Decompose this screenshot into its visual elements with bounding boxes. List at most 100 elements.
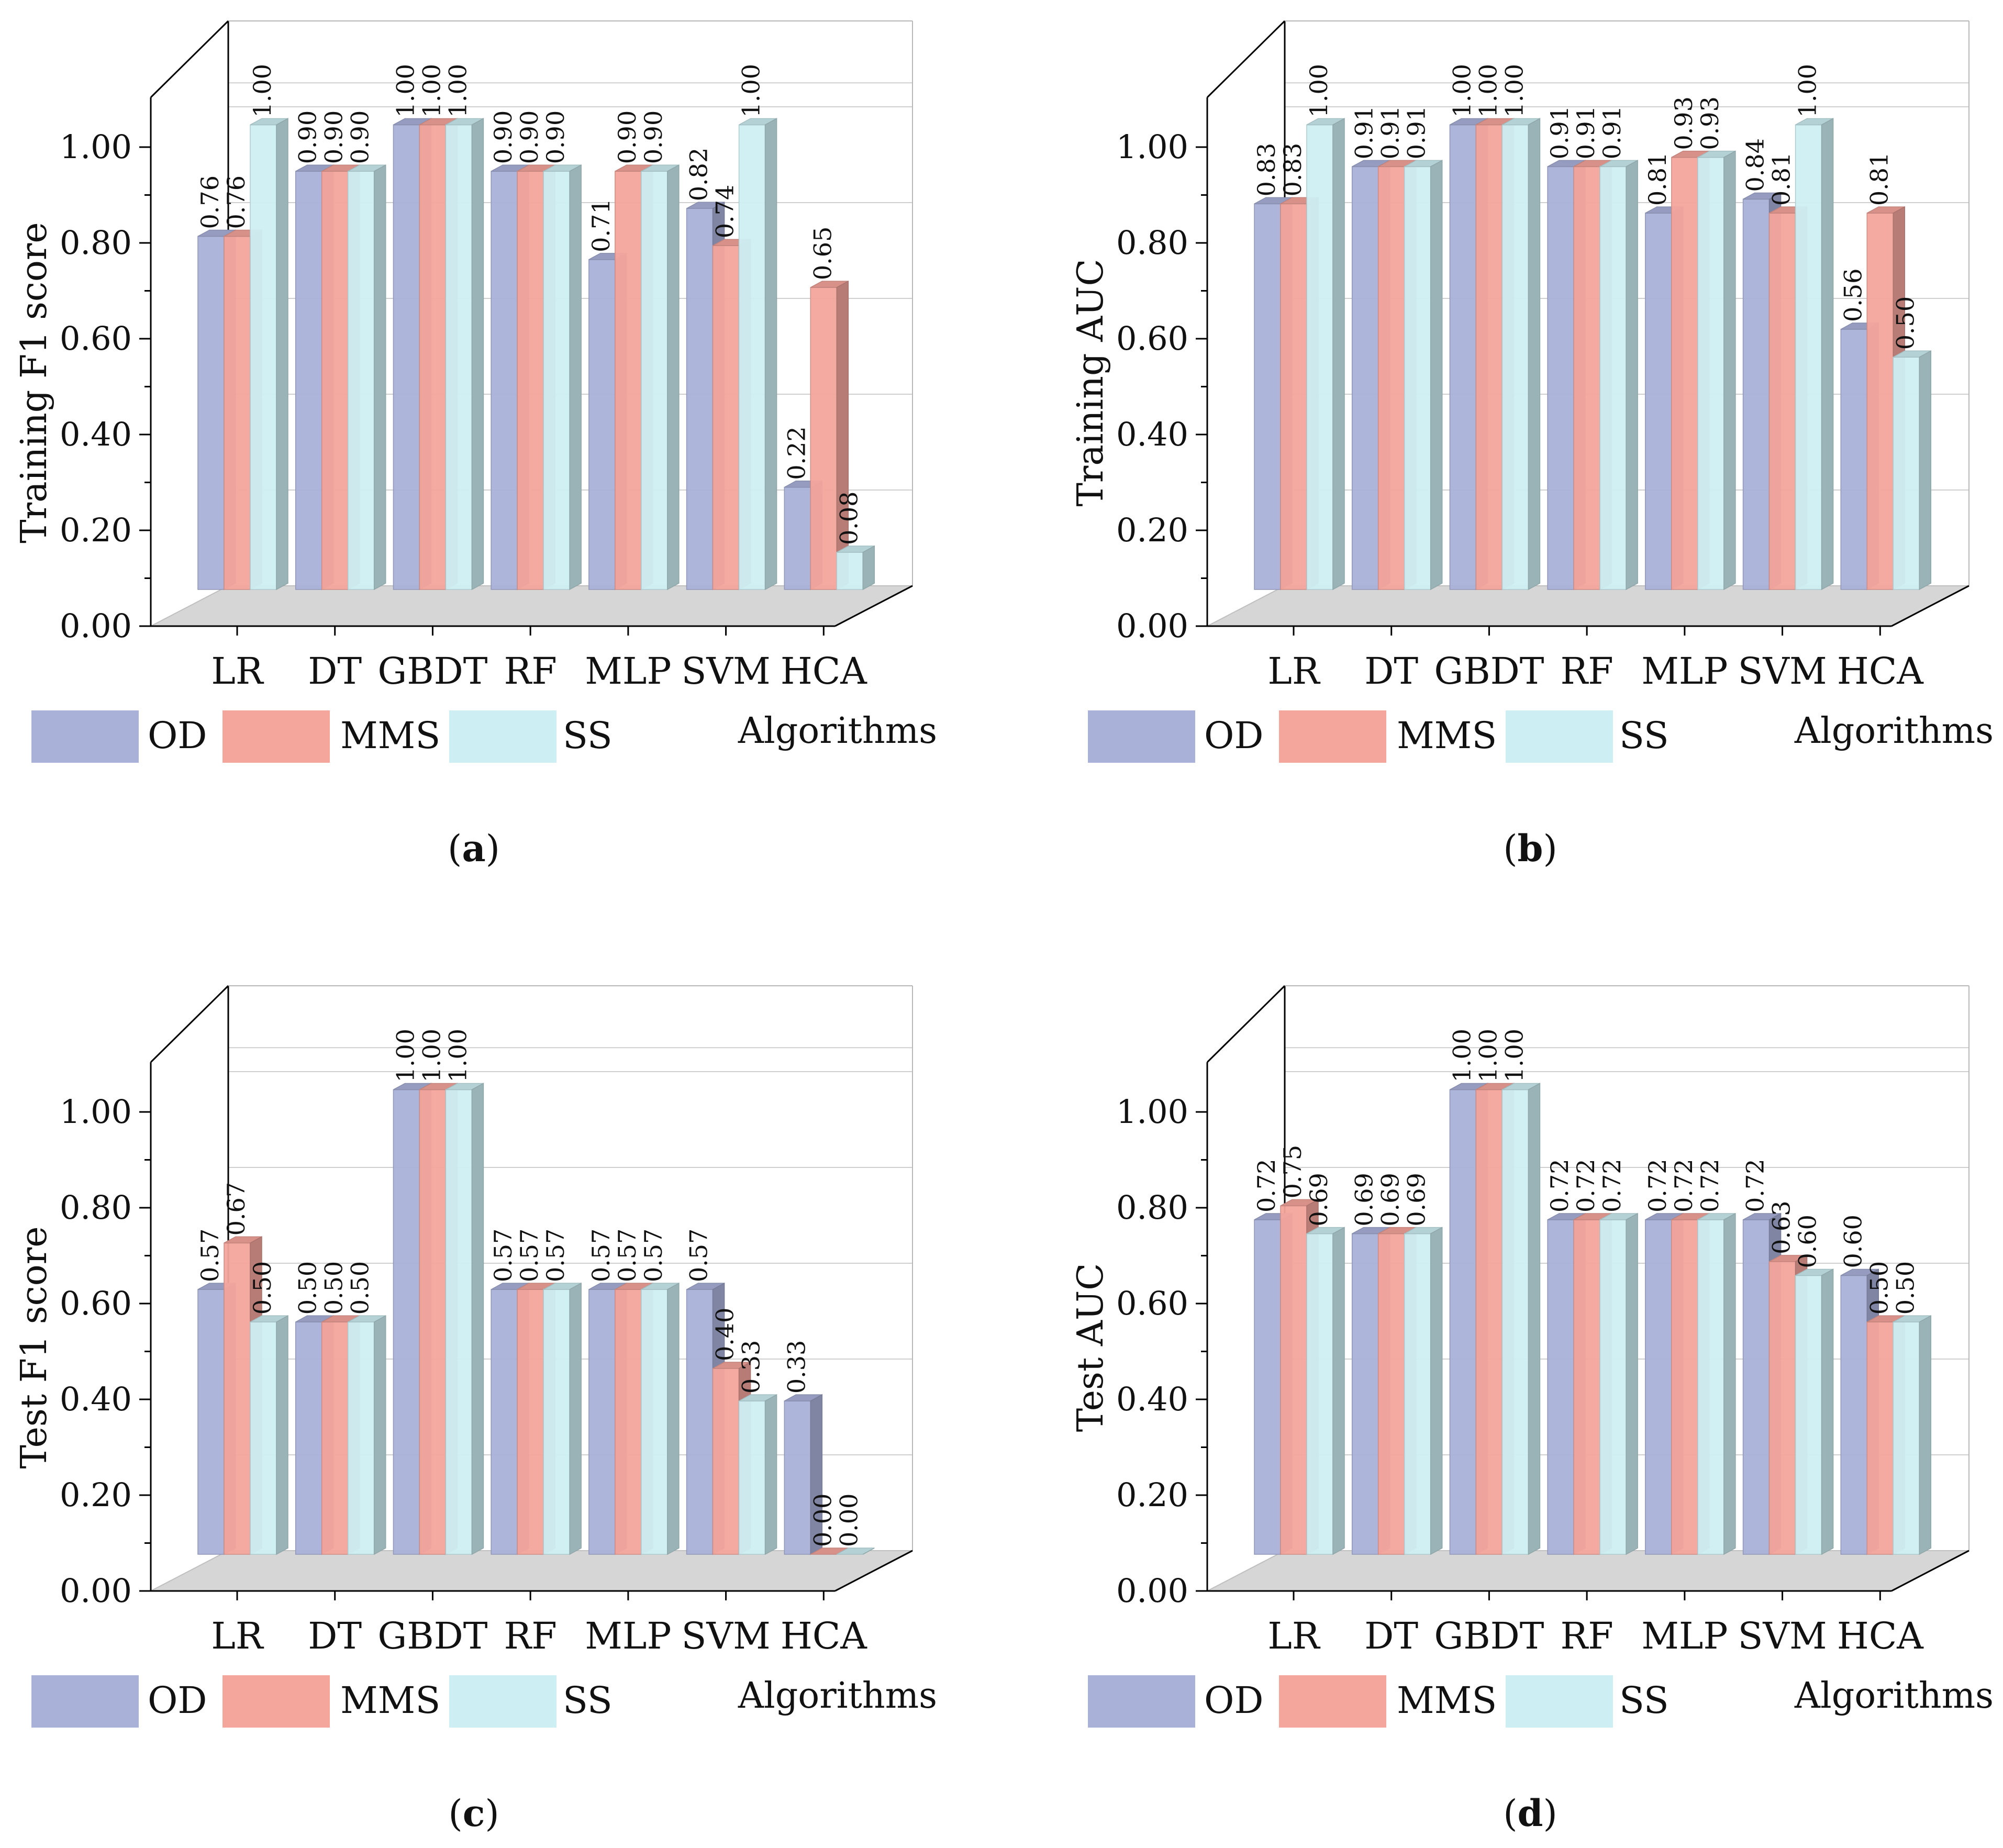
bar-value-label: 0.81 <box>1767 152 1796 206</box>
bar-front-face <box>1645 1219 1672 1555</box>
category-label: RF <box>1561 1615 1613 1657</box>
caption-letter: a <box>462 827 485 870</box>
bar-MMS-HCA <box>810 280 849 591</box>
bar-front-face <box>1866 1321 1894 1555</box>
bar-value-label: 1.00 <box>1500 64 1528 117</box>
category-label: GBDT <box>377 650 487 693</box>
legend: OD MMS SS Algorithms <box>1088 1675 1994 1728</box>
legend-label-MMS: MMS <box>1397 1679 1497 1722</box>
side-wall-top-edge <box>1206 985 1286 1063</box>
y-tick-label: 0.20 <box>1116 1476 1188 1514</box>
bar-front-face <box>810 287 838 590</box>
bar-front-face <box>1795 1275 1822 1555</box>
bar-SS-MLP <box>1697 1212 1736 1555</box>
caption-letter: c <box>463 1791 485 1835</box>
bar-front-face <box>1599 1219 1627 1555</box>
bar-front-face <box>1866 213 1894 590</box>
floor-right-edge <box>1891 585 1969 627</box>
y-tick-label: 1.00 <box>1116 1093 1188 1131</box>
bar-front-face <box>686 208 714 590</box>
bar-front-face <box>1475 1089 1503 1555</box>
bar-side-face <box>569 164 582 591</box>
chart-floor <box>150 585 913 627</box>
y-tick-label: 0.40 <box>1116 415 1188 453</box>
y-tick-label: 0.20 <box>1116 511 1188 549</box>
bar-front-face <box>784 1400 811 1555</box>
chart-floor <box>150 1550 913 1591</box>
bar-value-label: 0.91 <box>1572 106 1600 159</box>
category-label: RF <box>504 650 557 693</box>
bar-front-face <box>1501 124 1529 590</box>
bar-value-label: 0.72 <box>1696 1159 1724 1212</box>
bar-front-face <box>321 1321 349 1555</box>
caption-close: ) <box>1543 1792 1557 1835</box>
bar-SS-HCA <box>1893 1315 1932 1555</box>
bar-value-label: 0.72 <box>1670 1159 1698 1212</box>
bar-value-label: 1.00 <box>1474 1029 1502 1082</box>
bar-value-label: 0.91 <box>1350 106 1378 159</box>
bar-value-label: 0.75 <box>1278 1145 1307 1198</box>
bar-value-label: 0.57 <box>613 1229 641 1282</box>
category-label: GBDT <box>1434 650 1544 693</box>
y-tick-label: 0.00 <box>60 1572 132 1610</box>
bar-front-face <box>784 486 811 590</box>
bar-front-face <box>641 171 668 590</box>
bar-front-face <box>1547 1219 1574 1555</box>
bar-SS-DT <box>347 1315 386 1555</box>
bar-side-face <box>1332 1227 1345 1555</box>
category-label: HCA <box>1837 650 1924 693</box>
bar-value-label: 0.90 <box>639 110 667 164</box>
bar-front-face <box>491 171 518 590</box>
bar-front-face <box>1840 329 1868 590</box>
bar-front-face <box>1306 124 1333 590</box>
bar-value-label: 0.81 <box>1865 152 1893 206</box>
bar-front-face <box>1671 1219 1698 1555</box>
bar-value-label: 0.57 <box>587 1229 615 1282</box>
bar-value-label: 0.76 <box>196 175 224 229</box>
caption-close: ) <box>486 827 500 870</box>
bar-value-label: 0.57 <box>639 1229 667 1282</box>
bar-SS-SVM <box>1795 118 1834 591</box>
bar-front-face <box>1306 1233 1333 1555</box>
x-axis-title: Algorithms <box>1794 1675 1994 1717</box>
bar-front-face <box>1404 1233 1431 1555</box>
bar-front-face <box>295 1321 322 1555</box>
bar-value-label: 0.57 <box>515 1229 543 1282</box>
bar-side-face <box>1626 160 1638 591</box>
caption-letter: d <box>1518 1791 1543 1835</box>
y-tick-label: 1.00 <box>60 1093 132 1131</box>
bar-front-face <box>1377 1233 1405 1555</box>
bar-value-label: 0.72 <box>1545 1159 1574 1212</box>
bar-value-label: 0.50 <box>320 1261 348 1315</box>
bar-front-face <box>1697 1219 1724 1555</box>
bar-front-face <box>445 124 473 590</box>
legend-label-OD: OD <box>148 714 207 757</box>
side-wall-top-edge <box>1206 20 1286 98</box>
bar-value-label: 0.65 <box>808 227 837 280</box>
legend: OD MMS SS Algorithms <box>1088 710 1994 763</box>
bar-value-label: 0.72 <box>1598 1159 1626 1212</box>
category-label: SVM <box>681 1615 770 1657</box>
bar-front-face <box>836 552 864 590</box>
y-tick-label: 0.00 <box>1116 607 1188 645</box>
bar-SS-LR <box>250 118 288 591</box>
bar-SS-LR <box>1306 1227 1345 1555</box>
bar-value-label: 0.72 <box>1643 1159 1672 1212</box>
legend-label-MMS: MMS <box>1397 714 1497 757</box>
bar-front-face <box>347 1321 375 1555</box>
floor-right-edge <box>1891 1550 1969 1592</box>
legend-swatch-SS <box>1506 1675 1613 1728</box>
bar-front-face <box>1449 124 1477 590</box>
bar-value-label: 0.81 <box>1643 152 1672 206</box>
bar-side-face <box>1723 1212 1736 1555</box>
bar-front-face <box>491 1289 518 1555</box>
floor-right-edge <box>834 585 913 627</box>
bar-value-label: 0.90 <box>541 110 570 164</box>
bar-front-face <box>1449 1089 1477 1555</box>
bar-value-label: 1.00 <box>1305 64 1333 117</box>
legend-swatch-SS <box>1506 710 1613 763</box>
bar-SS-MLP <box>641 164 680 591</box>
bar-front-face <box>1280 1205 1307 1555</box>
y-tick-label: 0.20 <box>60 1476 132 1514</box>
bar-value-label: 0.56 <box>1839 269 1867 322</box>
